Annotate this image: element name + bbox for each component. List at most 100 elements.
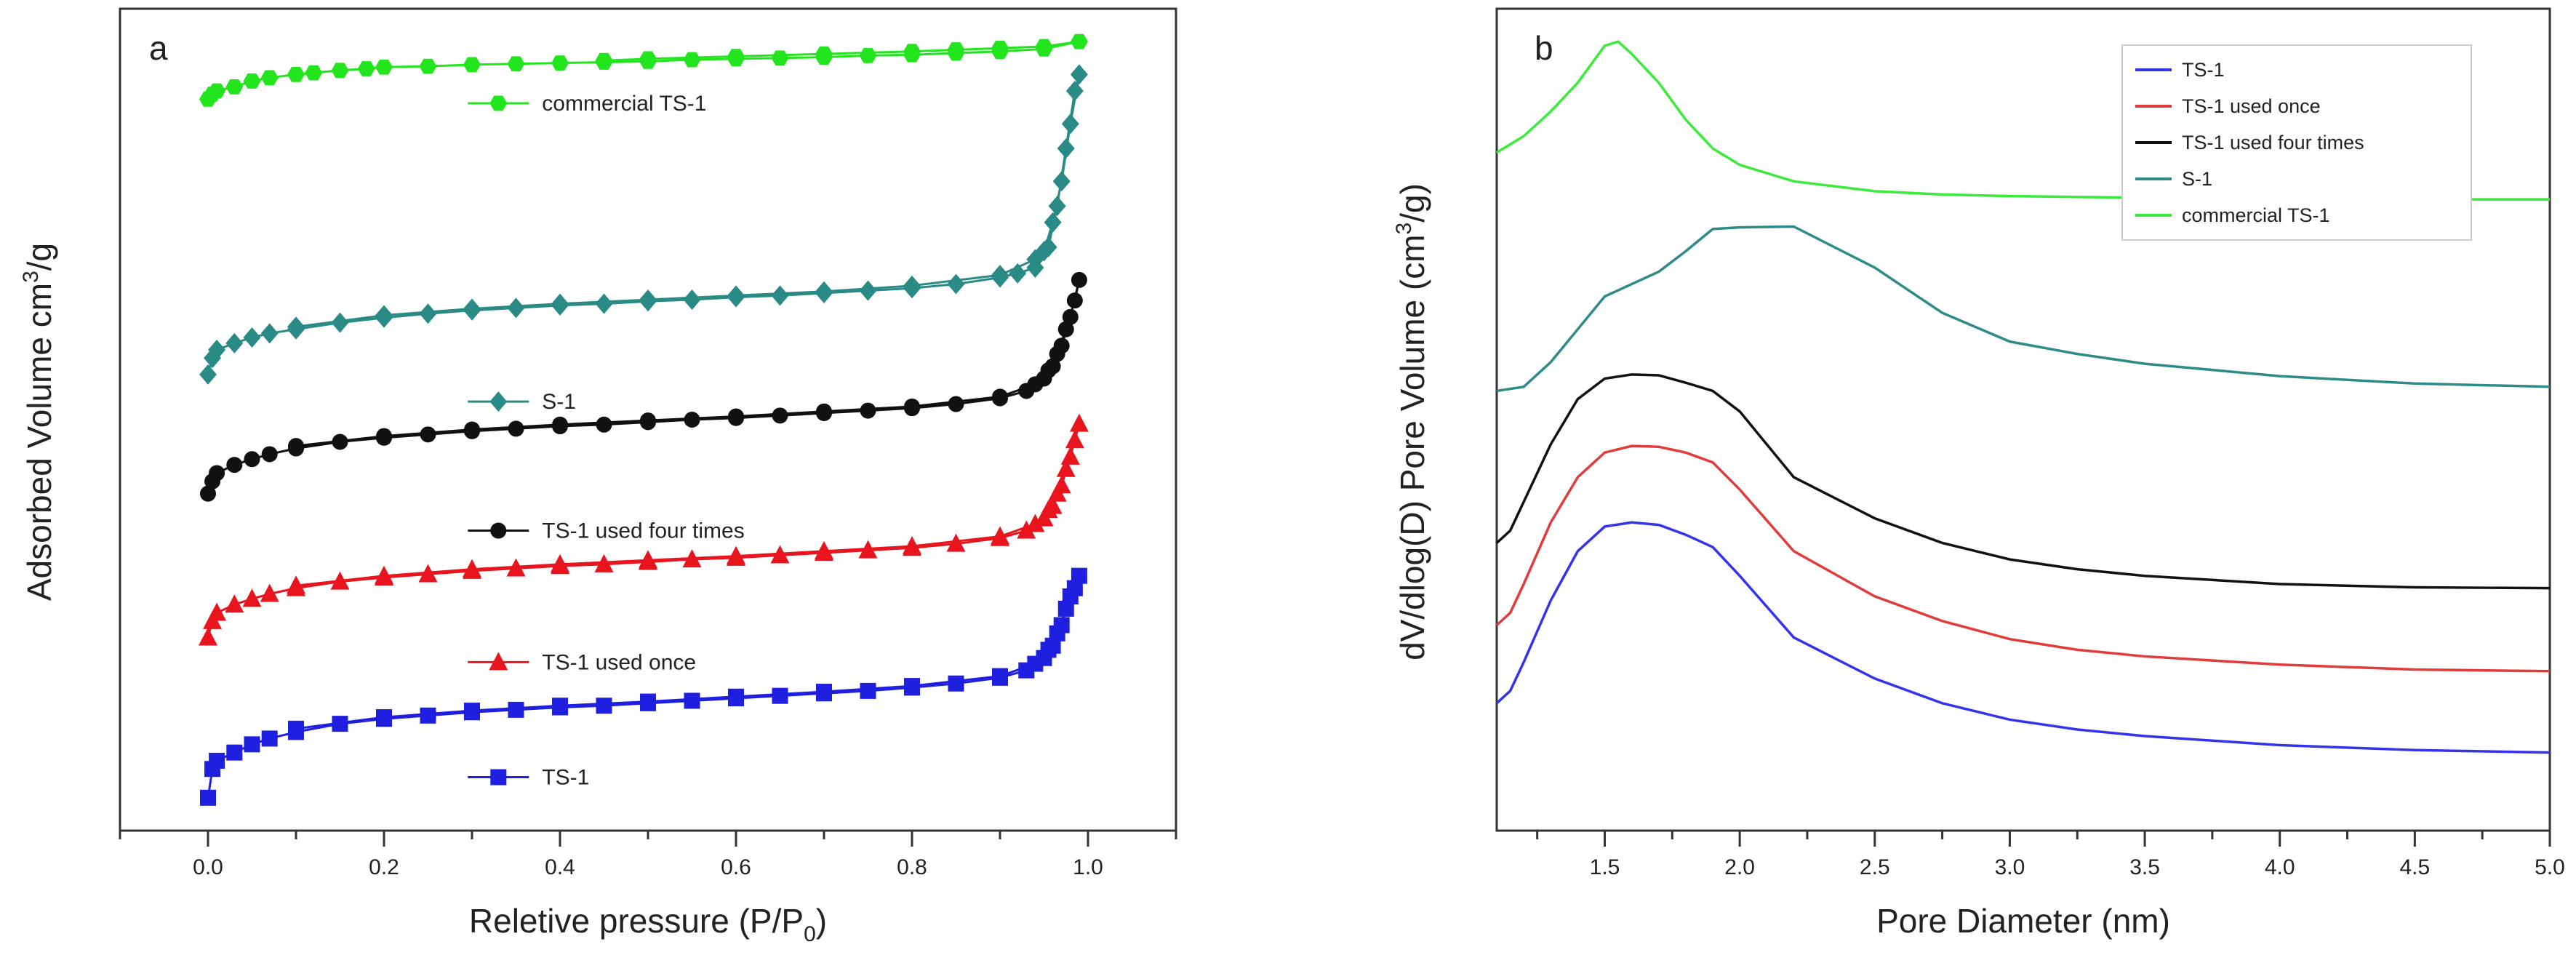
data-point [727, 285, 745, 306]
data-point [683, 52, 701, 68]
x-tick-label: 0.6 [721, 855, 751, 879]
data-point [507, 297, 525, 319]
annotation-s-1: S-1 [468, 390, 576, 414]
data-point [815, 540, 833, 559]
data-point [243, 327, 261, 348]
data-point [332, 716, 348, 732]
annotation-label: TS-1 [542, 766, 589, 790]
data-point [207, 602, 227, 621]
data-point [287, 575, 305, 594]
data-point [683, 289, 701, 311]
data-point [1048, 196, 1066, 217]
panel-label-a: a [149, 29, 168, 67]
data-point [1026, 249, 1044, 270]
x-tick-label: 4.5 [2399, 855, 2430, 879]
data-point [859, 48, 877, 63]
data-point [226, 744, 243, 761]
data-point [552, 698, 568, 714]
data-point [305, 65, 323, 81]
data-point [1009, 263, 1027, 284]
data-point [1056, 458, 1076, 477]
data-point [1040, 362, 1057, 379]
data-point [489, 95, 508, 111]
data-point [1061, 113, 1079, 135]
data-point [463, 298, 481, 319]
data-point [209, 752, 225, 769]
x-tick-label: 3.0 [1995, 855, 2025, 879]
data-point [1057, 138, 1075, 159]
annotation-ts-1: TS-1 [468, 766, 589, 790]
annotation-label: TS-1 used four times [542, 519, 744, 543]
data-point [1027, 655, 1044, 672]
data-point [260, 323, 279, 344]
data-point [199, 627, 217, 646]
data-point [727, 546, 745, 564]
data-point [992, 388, 1008, 405]
data-point [332, 433, 348, 450]
data-point [244, 736, 260, 753]
x-tick-label: 0.2 [369, 855, 399, 879]
legend-label: commercial TS-1 [2182, 204, 2330, 226]
data-point [490, 769, 507, 786]
annotation-label: TS-1 used once [542, 650, 696, 674]
data-point [1025, 514, 1045, 532]
data-point [420, 707, 436, 724]
data-point [551, 293, 569, 314]
isotherm-y-axis-title: Adsorbed Volume cm3/g [19, 243, 58, 601]
data-point [991, 265, 1009, 286]
data-point [948, 675, 964, 692]
panel-label-b: b [1535, 29, 1553, 67]
data-point [1027, 376, 1044, 393]
data-point [209, 465, 225, 482]
data-point [260, 70, 279, 86]
data-point [816, 684, 832, 700]
series-ts-1-used-once [1495, 444, 2551, 673]
data-point [418, 564, 438, 583]
data-point [596, 416, 612, 433]
legend-label: S-1 [2182, 168, 2212, 190]
pore-size-chart: b 1.5 2.0 2.5 3.0 3.5 4.0 4.5 5.0 TS-1 TS-1 used… [1392, 7, 2565, 940]
data-point [1065, 430, 1084, 449]
data-point [1017, 520, 1036, 539]
legend-label: TS-1 used four times [2182, 132, 2364, 153]
data-point [375, 565, 393, 584]
data-point [815, 281, 833, 302]
data-point [947, 42, 965, 57]
isotherm-x-ticks: 0.0 0.2 0.4 0.6 0.8 1.0 [119, 831, 1177, 879]
annotation-commercial-ts-1: commercial TS-1 [468, 92, 706, 116]
data-point [464, 703, 480, 719]
pore-size-plot-frame [1495, 7, 2551, 832]
series-ts-1-used-four-times [1495, 373, 2551, 590]
x-tick-label: 0.0 [193, 855, 223, 879]
data-point [331, 312, 349, 333]
data-point [860, 682, 876, 699]
data-point [551, 55, 569, 71]
data-point [904, 398, 920, 415]
data-point [261, 730, 278, 747]
legend-item-ts-1-used-four-times: TS-1 used four times [2135, 132, 2364, 153]
data-point [595, 293, 613, 314]
data-point [640, 693, 656, 710]
annotation-label: S-1 [542, 390, 576, 414]
data-point [225, 79, 244, 95]
data-point [728, 408, 744, 425]
x-tick-label: 1.5 [1590, 855, 1620, 879]
data-point [288, 438, 304, 455]
data-point [682, 549, 702, 568]
data-point [463, 57, 481, 73]
data-point [376, 428, 392, 444]
data-point [772, 687, 788, 704]
data-point [287, 67, 305, 82]
series-s-1 [1496, 225, 2551, 393]
data-point [242, 588, 262, 607]
data-point [684, 412, 700, 428]
annotation-ts-1-used-once: TS-1 used once [468, 650, 696, 674]
data-point [858, 540, 878, 559]
data-point [1066, 292, 1083, 309]
pore-size-x-ticks: 1.5 2.0 2.5 3.0 3.5 4.0 4.5 5.0 [1536, 831, 2565, 879]
x-tick-label: 2.5 [1860, 855, 1890, 879]
legend-item-ts-1-used-once: TS-1 used once [2135, 95, 2321, 117]
pore-size-x-axis-title: Pore Diameter (nm) [1876, 902, 2170, 940]
data-point [1071, 567, 1087, 584]
